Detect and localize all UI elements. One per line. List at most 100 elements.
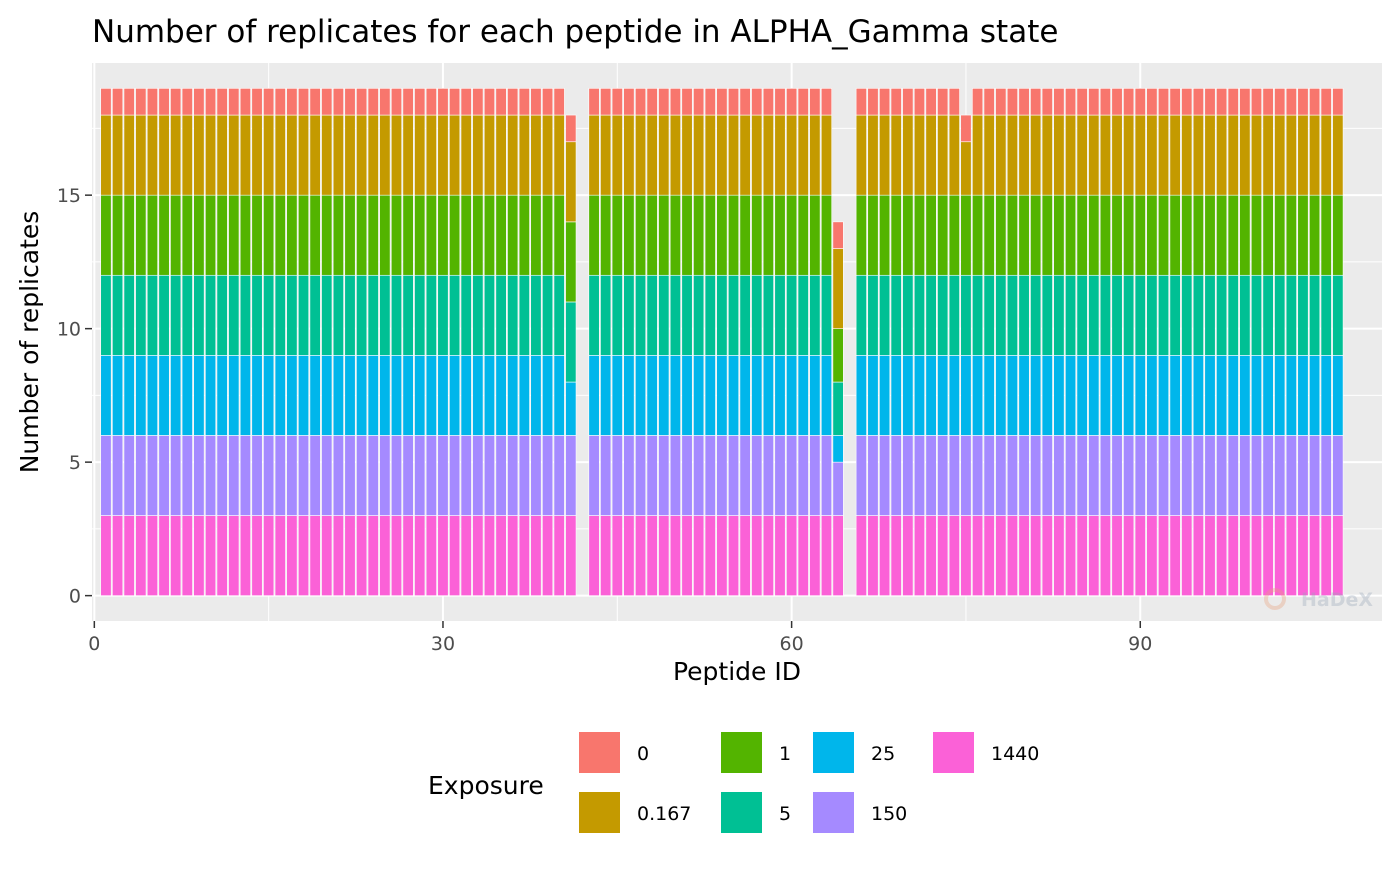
bar-segment	[251, 194, 263, 276]
bar-segment	[1076, 435, 1088, 516]
bar-segment	[693, 435, 705, 516]
bar-segment	[565, 515, 577, 596]
bar-segment	[739, 515, 751, 596]
bar-segment	[611, 515, 623, 596]
bar-segment	[635, 435, 647, 516]
legend-title: Exposure	[428, 771, 544, 800]
bar-segment	[483, 114, 495, 196]
bar-segment	[1332, 194, 1344, 276]
bar-segment	[1053, 88, 1065, 116]
bar-segment	[1320, 274, 1332, 356]
bar-segment	[1239, 355, 1251, 436]
bar-segment	[495, 274, 507, 356]
bar-segment	[425, 355, 437, 436]
bar-segment	[867, 515, 879, 596]
bar-segment	[1123, 114, 1135, 196]
bar-segment	[356, 274, 368, 356]
x-tick-label: 90	[1128, 633, 1152, 655]
bar-segment	[983, 114, 995, 196]
bar-segment	[1018, 355, 1030, 436]
bar-segment	[483, 274, 495, 356]
bar-segment	[309, 114, 321, 196]
bar-segment	[983, 435, 995, 516]
bar-segment	[553, 274, 565, 356]
bar-segment	[1285, 274, 1297, 356]
bar-segment	[193, 194, 205, 276]
bar-segment	[820, 274, 833, 356]
bar-segment	[507, 194, 519, 276]
bar-segment	[1297, 355, 1309, 436]
bar-segment	[704, 114, 716, 196]
bar-segment	[1006, 355, 1018, 436]
bar-segment	[553, 88, 565, 116]
bar-segment	[1297, 435, 1309, 516]
bar-segment	[1088, 194, 1100, 276]
bar-segment	[1227, 435, 1239, 516]
bar-segment	[751, 515, 763, 596]
bar-segment	[739, 194, 751, 276]
bar-segment	[495, 355, 507, 436]
bar-segment	[390, 194, 403, 276]
bar-segment	[449, 515, 461, 596]
bar-segment	[158, 435, 170, 516]
bar-segment	[1157, 194, 1170, 276]
bar-segment	[193, 435, 205, 516]
bar-segment	[1274, 515, 1286, 596]
bar-segment	[588, 435, 600, 516]
bar-segment	[425, 435, 437, 516]
bar-segment	[297, 194, 310, 276]
bar-segment	[123, 355, 135, 436]
bar-segment	[774, 114, 786, 196]
bar-segment	[332, 515, 344, 596]
bar-segment	[913, 355, 925, 436]
bar-segment	[263, 515, 275, 596]
bar-segment	[1030, 435, 1042, 516]
bar-segment	[588, 515, 600, 596]
bar-segment	[1041, 515, 1053, 596]
bar-segment	[344, 355, 356, 436]
bar-segment	[251, 114, 263, 196]
bar-segment	[437, 88, 449, 116]
bar-segment	[623, 274, 635, 356]
bar-segment	[1181, 435, 1193, 516]
bar-segment	[1320, 194, 1332, 276]
bar-segment	[274, 88, 286, 116]
bar-segment	[123, 274, 135, 356]
bar-segment	[379, 515, 391, 596]
bar-segment	[693, 355, 705, 436]
bar-segment	[170, 194, 182, 276]
bar-segment	[727, 114, 740, 196]
bar-segment	[437, 194, 449, 276]
bar-segment	[297, 515, 310, 596]
bar-segment	[739, 274, 751, 356]
bar-segment	[239, 515, 251, 596]
bar-segment	[112, 515, 124, 596]
bar-segment	[1146, 274, 1158, 356]
bar-segment	[472, 355, 484, 436]
bar-segment	[879, 515, 891, 596]
bar-segment	[588, 274, 600, 356]
bar-segment	[1285, 114, 1297, 196]
bar-segment	[1250, 88, 1263, 116]
bar-segment	[669, 88, 681, 116]
bar-segment	[1274, 194, 1286, 276]
bar-segment	[1204, 435, 1216, 516]
bar-segment	[786, 435, 798, 516]
bar-segment	[960, 274, 972, 356]
bar-segment	[483, 194, 495, 276]
bar-segment	[1053, 515, 1065, 596]
legend-label: 150	[871, 803, 907, 825]
bar-segment	[1041, 114, 1053, 196]
bar-segment	[693, 194, 705, 276]
bar-segment	[297, 355, 310, 436]
bar-segment	[855, 355, 867, 436]
bar-segment	[518, 88, 530, 116]
bar-segment	[1250, 194, 1263, 276]
bar-segment	[518, 435, 530, 516]
bar-segment	[530, 515, 542, 596]
bar-segment	[867, 88, 879, 116]
bar-segment	[1053, 435, 1065, 516]
legend-label: 1440	[991, 743, 1039, 765]
bar-segment	[1006, 515, 1018, 596]
bar-segment	[972, 88, 984, 116]
